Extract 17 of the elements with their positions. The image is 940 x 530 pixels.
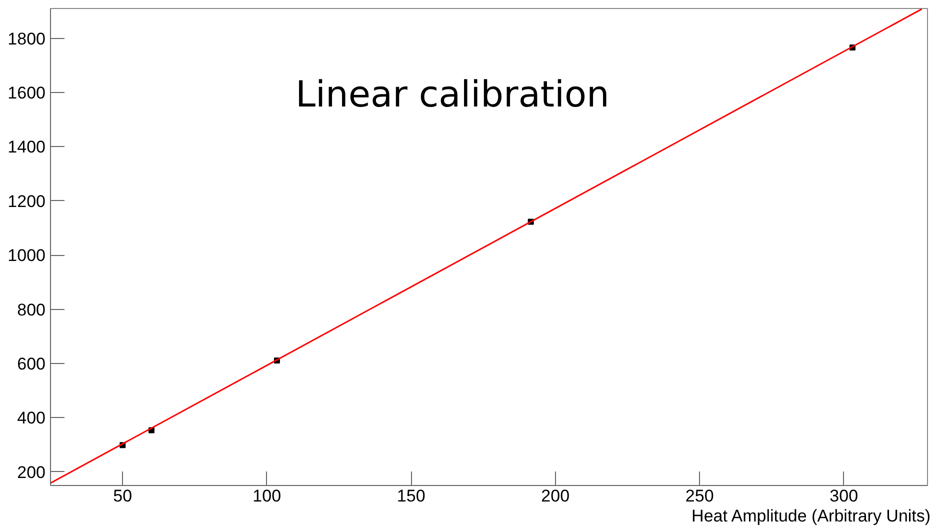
y-tick-label: 1400 [8,138,46,157]
x-axis-title: Heat Amplitude (Arbitrary Units) [692,506,931,526]
y-tick-label: 1000 [8,246,46,266]
y-tick-label: 200 [17,462,46,482]
x-tick-label: 100 [252,486,282,506]
annotation: Linear calibration [296,74,610,116]
y-tick-label: 600 [17,354,46,374]
x-tick-label: 300 [830,486,858,506]
x-tick-label: 250 [685,486,714,506]
y-tick-label: 400 [17,408,46,428]
x-tick-label: 50 [113,486,132,506]
x-tick-label: 150 [396,486,426,506]
y-tick-label: 800 [17,300,46,320]
y-tick-label: 1200 [8,192,46,211]
y-tick-label: 1800 [8,29,46,48]
x-tick-label: 200 [541,486,570,506]
y-tick-label: 1600 [8,84,46,103]
